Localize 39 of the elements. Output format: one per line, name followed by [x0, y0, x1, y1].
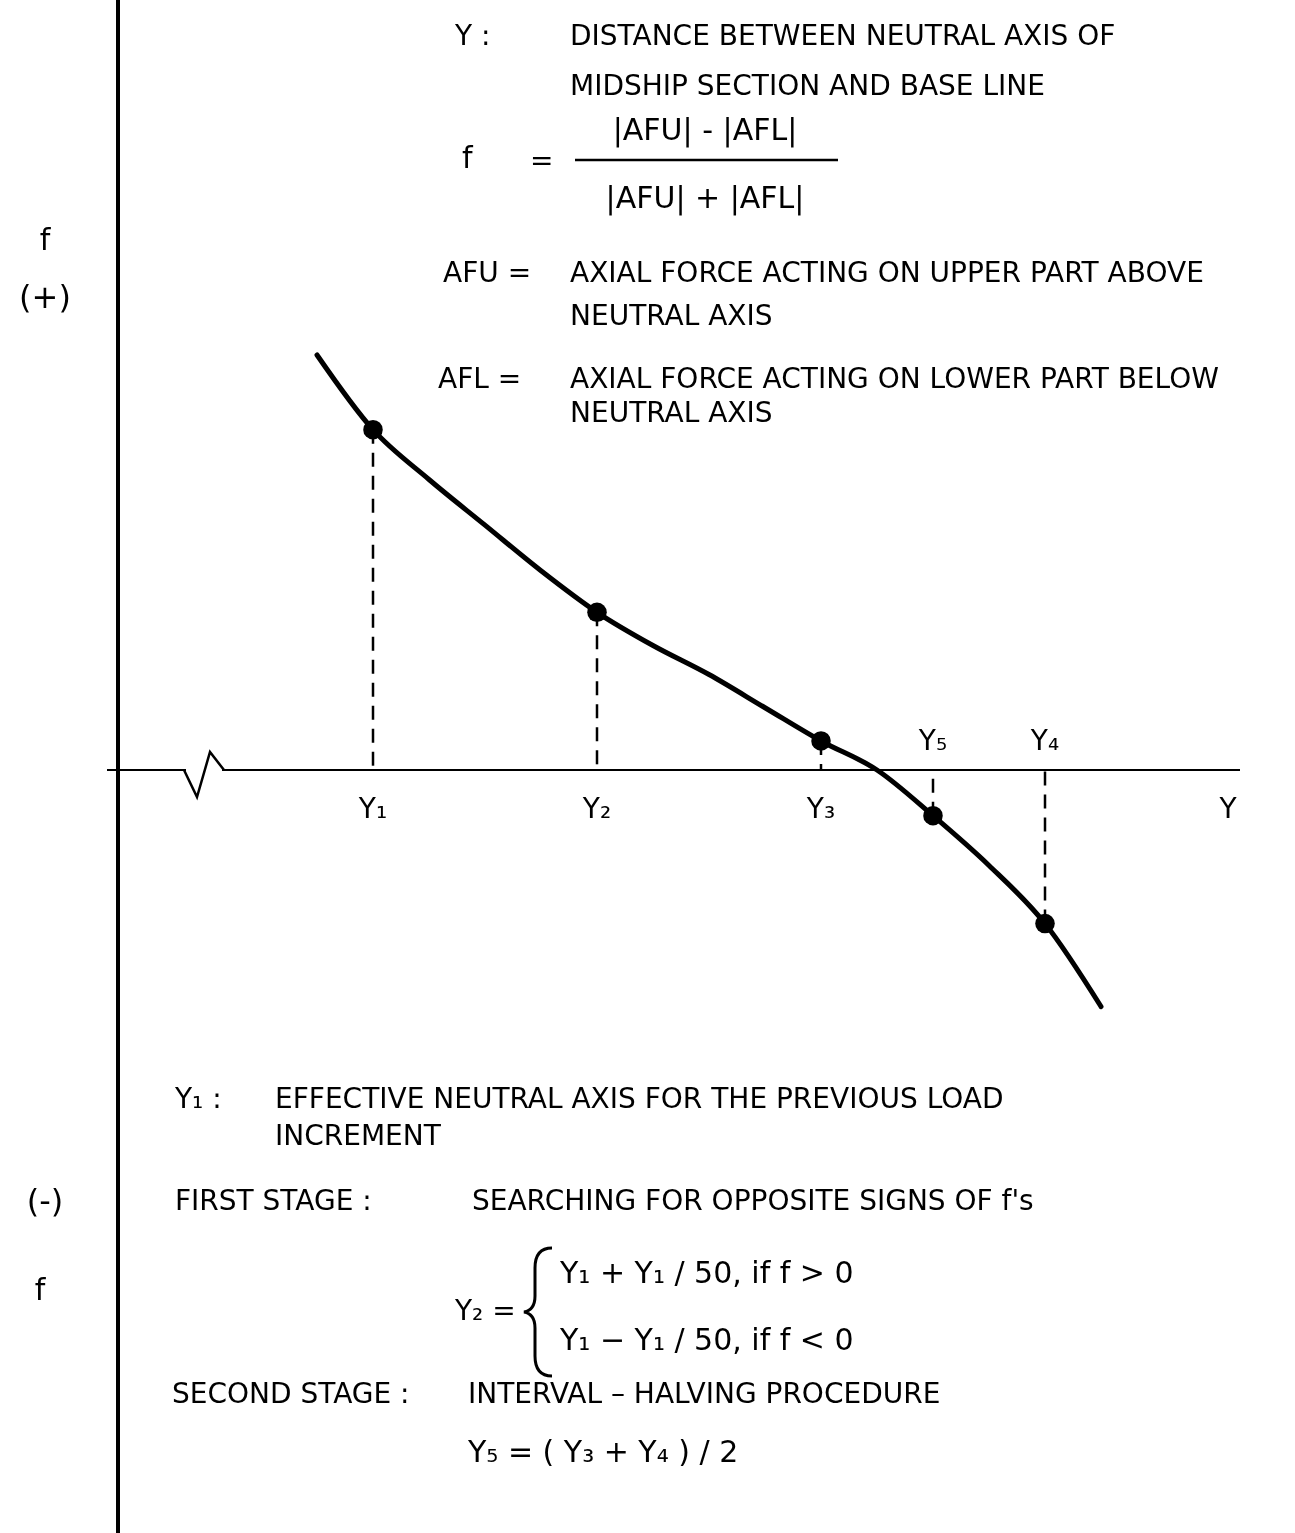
x-tick-label: Y₅: [917, 724, 948, 757]
text: Y₁ + Y₁ / 50, if f > 0: [559, 1255, 854, 1290]
text: f: [34, 1272, 47, 1307]
text: NEUTRAL AXIS: [570, 299, 773, 332]
text: Y₁ − Y₁ / 50, if f < 0: [559, 1322, 854, 1357]
text: SEARCHING FOR OPPOSITE SIGNS OF f's: [472, 1184, 1034, 1217]
text: Y₂ =: [454, 1294, 516, 1327]
text: SECOND STAGE :: [172, 1377, 410, 1410]
text: FIRST STAGE :: [175, 1184, 372, 1217]
text: =: [530, 144, 554, 177]
text: MIDSHIP SECTION AND BASE LINE: [570, 69, 1045, 102]
annotation: NEUTRAL AXIS: [570, 396, 773, 429]
text: |AFU| - |AFL|: [612, 112, 798, 148]
text: (-): [26, 1182, 64, 1220]
point: [923, 805, 943, 826]
text: Y₅ = ( Y₃ + Y₄ ) / 2: [467, 1434, 739, 1469]
point: [1035, 913, 1055, 934]
x-tick-label: Y₂: [581, 792, 612, 825]
text: (+): [19, 278, 71, 316]
text: AXIAL FORCE ACTING ON UPPER PART ABOVE: [570, 256, 1204, 289]
text: EFFECTIVE NEUTRAL AXIS FOR THE PREVIOUS LOAD: [275, 1082, 1004, 1115]
text: DISTANCE BETWEEN NEUTRAL AXIS OF: [570, 19, 1116, 52]
text: Y₁ :: [174, 1082, 222, 1115]
point: [587, 602, 607, 623]
x-tick-label: Y₃: [805, 792, 836, 825]
point: [811, 731, 831, 751]
text: f: [39, 222, 52, 257]
annotation: AXIAL FORCE ACTING ON LOWER PART BELOW: [570, 362, 1219, 395]
annotation: AFL =: [438, 362, 522, 395]
point: [363, 419, 383, 440]
x-axis-title: Y: [1218, 792, 1238, 825]
x-tick-label: Y₁: [357, 792, 388, 825]
text: |AFU| + |AFL|: [605, 180, 805, 216]
text: INTERVAL – HALVING PROCEDURE: [468, 1377, 941, 1410]
text: Y :: [454, 19, 491, 52]
x-tick-label: Y₄: [1029, 724, 1060, 757]
text: AFU =: [443, 256, 532, 289]
text: INCREMENT: [275, 1119, 442, 1152]
text: f: [462, 140, 474, 175]
